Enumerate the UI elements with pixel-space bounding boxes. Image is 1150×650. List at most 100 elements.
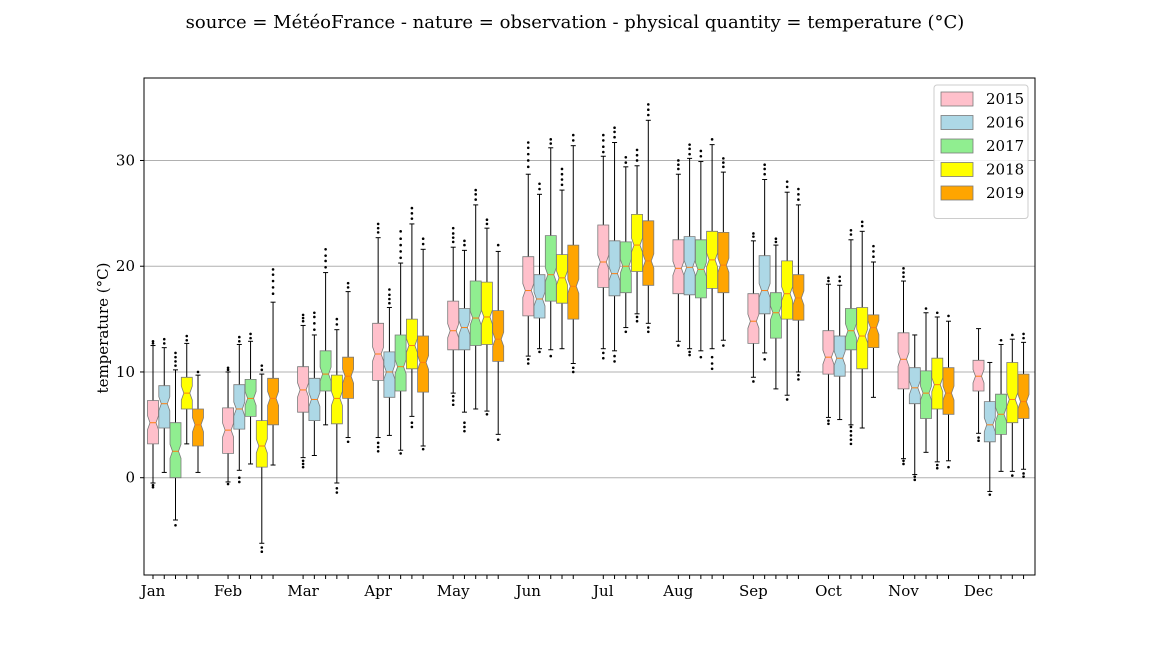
outlier-point [827,422,830,426]
outlier-point [226,366,230,370]
x-tick-label-dec: Dec [964,582,993,600]
outlier-point [260,368,264,372]
outlier-point [376,231,380,234]
box-Dec-2015 [972,328,985,443]
outlier-point [613,360,616,363]
outlier-point [301,316,305,320]
outlier-point [785,185,789,189]
outlier-point [162,342,166,345]
outlier-point [849,429,853,433]
outlier-point [526,159,530,162]
outlier-point [301,465,305,469]
outlier-point [560,172,564,176]
outlier-point [463,429,466,433]
outlier-point [763,172,766,176]
box-body [383,351,396,398]
box-body [417,335,430,393]
outlier-point [538,182,541,186]
box-body [447,300,460,351]
outlier-point [838,275,841,279]
outlier-point [226,368,230,372]
outlier-point [722,344,725,347]
box-body [567,244,580,320]
box-body [480,281,493,345]
box-Sep-2017 [770,237,782,390]
outlier-point [602,351,605,355]
outlier-point [463,239,466,243]
box-body [255,420,268,468]
outlier-point [602,356,605,360]
outlier-point [388,288,391,291]
y-tick-label: 0 [125,469,135,487]
outlier-point [260,546,264,549]
box-body [695,239,707,299]
legend-swatch-2016 [940,115,974,130]
box-body [833,335,846,377]
outlier-point [752,380,755,383]
outlier-point [399,452,402,455]
box-Nov-2017 [920,307,932,453]
box-Aug-2016 [683,143,696,357]
outlier-point [346,281,350,285]
outlier-point [1011,474,1014,477]
outlier-point [313,315,316,319]
box-body [244,378,257,417]
x-tick-label-jun: Jun [514,582,542,600]
outlier-point [549,142,553,145]
outlier-point [624,156,628,159]
outlier-point [496,438,500,441]
box-Dec-2019 [1017,332,1030,478]
outlier-point [774,240,778,244]
box-body [372,322,385,381]
outlier-point [1011,333,1014,337]
outlier-point [151,485,155,489]
outlier-point [571,133,575,137]
boxplot-series [147,103,1030,554]
box-Jul-2018 [631,148,643,323]
x-tick-label-nov: Nov [888,582,919,600]
outlier-point [635,159,639,162]
outlier-point [238,335,241,339]
box-body [672,239,685,295]
legend-label-2015: 2015 [986,90,1024,108]
outlier-point [335,491,339,494]
box-body [631,213,643,272]
outlier-point [346,440,350,444]
outlier-point [838,279,841,283]
legend-label-2019: 2019 [986,184,1024,202]
box-Oct-2016 [833,275,846,421]
outlier-point [376,222,380,226]
outlier-point [560,183,564,187]
outlier-point [688,143,691,146]
outlier-point [485,222,489,226]
outlier-point [399,243,402,247]
outlier-point [526,362,530,365]
outlier-point [324,248,327,251]
outlier-point [399,237,402,241]
outlier-point [571,139,575,142]
box-May-2019 [492,243,505,441]
outlier-point [827,279,830,283]
outlier-point [677,167,680,171]
box-Dec-2017 [995,338,1007,472]
box-May-2018 [480,218,493,416]
outlier-point [935,311,939,315]
outlier-point [376,226,380,230]
box-May-2015 [447,226,460,407]
box-May-2016 [458,239,471,433]
outlier-point [688,353,691,357]
outlier-point [313,328,316,331]
outlier-point [902,462,905,466]
outlier-point [635,315,639,319]
outlier-point [271,286,275,289]
outlier-point [849,434,853,437]
outlier-point [399,250,402,253]
chart-title: source = MétéoFrance - nature = observat… [186,12,965,33]
outlier-point [827,276,830,280]
legend-swatch-2015 [940,91,974,107]
box-body [867,314,880,349]
box-Apr-2019 [417,237,430,451]
outlier-point [710,367,714,371]
outlier-point [526,165,530,169]
